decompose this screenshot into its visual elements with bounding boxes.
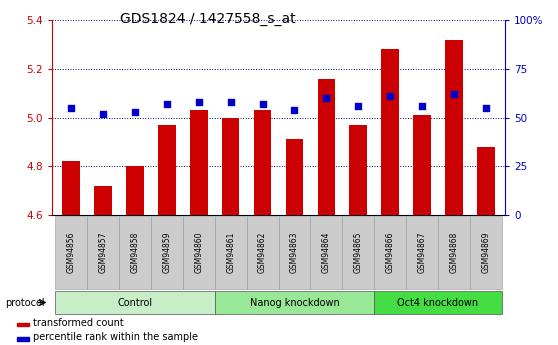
FancyBboxPatch shape — [247, 216, 278, 289]
Bar — [94, 186, 112, 215]
Text: GSM94862: GSM94862 — [258, 232, 267, 273]
Text: GSM94858: GSM94858 — [131, 232, 140, 273]
Bar — [254, 110, 271, 215]
Bar — [349, 125, 367, 215]
Bar — [445, 39, 463, 215]
FancyBboxPatch shape — [438, 216, 470, 289]
Bar — [318, 79, 335, 215]
FancyBboxPatch shape — [87, 216, 119, 289]
Text: percentile rank within the sample: percentile rank within the sample — [33, 333, 198, 343]
Bar — [477, 147, 494, 215]
Text: GSM94859: GSM94859 — [162, 232, 171, 273]
Point — [226, 99, 235, 105]
FancyBboxPatch shape — [406, 216, 438, 289]
FancyBboxPatch shape — [278, 216, 310, 289]
Text: transformed count: transformed count — [33, 318, 124, 328]
Bar — [158, 125, 176, 215]
Point — [162, 101, 171, 107]
Text: GSM94856: GSM94856 — [66, 232, 76, 273]
FancyBboxPatch shape — [151, 216, 183, 289]
Point — [450, 91, 459, 97]
Point — [386, 93, 395, 99]
Text: GSM94868: GSM94868 — [449, 232, 459, 273]
Text: GSM94864: GSM94864 — [322, 232, 331, 273]
Point — [354, 103, 363, 109]
Text: GSM94857: GSM94857 — [99, 232, 108, 273]
Text: GSM94867: GSM94867 — [417, 232, 426, 273]
FancyBboxPatch shape — [215, 216, 247, 289]
Point — [482, 105, 490, 110]
Bar — [286, 139, 303, 215]
Bar — [381, 49, 399, 215]
Point — [290, 107, 299, 112]
Point — [417, 103, 426, 109]
Bar — [222, 118, 239, 215]
Text: Oct4 knockdown: Oct4 knockdown — [397, 297, 479, 307]
Text: GSM94866: GSM94866 — [386, 232, 395, 273]
Bar — [62, 161, 80, 215]
Text: GSM94863: GSM94863 — [290, 232, 299, 273]
Text: GSM94865: GSM94865 — [354, 232, 363, 273]
FancyBboxPatch shape — [55, 216, 87, 289]
Text: protocol: protocol — [6, 297, 45, 307]
Bar — [190, 110, 208, 215]
Text: Control: Control — [117, 297, 152, 307]
Point — [66, 105, 75, 110]
Text: GSM94869: GSM94869 — [482, 232, 490, 273]
Point — [194, 99, 203, 105]
Text: GDS1824 / 1427558_s_at: GDS1824 / 1427558_s_at — [120, 12, 296, 26]
Point — [258, 101, 267, 107]
FancyBboxPatch shape — [374, 291, 502, 314]
Bar — [413, 115, 431, 215]
FancyBboxPatch shape — [342, 216, 374, 289]
FancyBboxPatch shape — [470, 216, 502, 289]
FancyBboxPatch shape — [183, 216, 215, 289]
Bar — [126, 166, 144, 215]
FancyBboxPatch shape — [374, 216, 406, 289]
Point — [131, 109, 140, 115]
Point — [99, 111, 108, 116]
Point — [322, 95, 331, 101]
Bar — [17, 323, 28, 326]
Text: Nanog knockdown: Nanog knockdown — [249, 297, 339, 307]
Bar — [17, 337, 28, 341]
FancyBboxPatch shape — [215, 291, 374, 314]
FancyBboxPatch shape — [119, 216, 151, 289]
Text: GSM94861: GSM94861 — [226, 232, 235, 273]
Text: GSM94860: GSM94860 — [194, 232, 203, 273]
FancyBboxPatch shape — [310, 216, 342, 289]
FancyBboxPatch shape — [55, 291, 215, 314]
